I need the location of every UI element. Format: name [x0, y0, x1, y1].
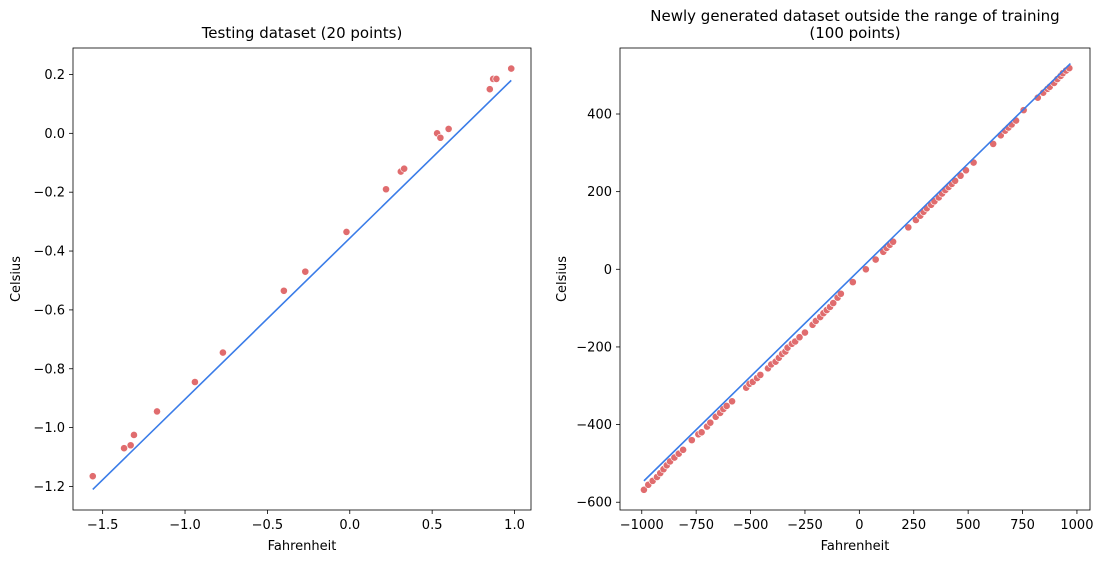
scatter-point: [904, 223, 913, 232]
y-tick-label: −0.6: [33, 303, 65, 318]
scatter-point: [1033, 93, 1042, 102]
y-tick-label: 0: [604, 263, 612, 278]
scatter-point: [301, 267, 310, 276]
scatter-point: [640, 485, 648, 494]
scatter-point: [697, 428, 706, 437]
scatter-point: [191, 378, 199, 386]
scatter-point: [848, 278, 857, 287]
x-tick-label: 1.0: [504, 518, 525, 533]
y-tick-label: −1.2: [33, 480, 65, 495]
plot-area: [619, 47, 1091, 511]
x-tick-label: −500: [733, 518, 769, 533]
x-tick-label: 1000: [1060, 518, 1093, 533]
y-axis-label: Celsius: [9, 256, 24, 302]
scatter-point: [342, 228, 351, 236]
x-tick-label: −750: [678, 518, 714, 533]
scatter-point: [756, 370, 765, 379]
x-tick-label: −1.0: [169, 518, 201, 533]
chart-title: (100 points): [809, 24, 900, 42]
scatter-point: [728, 397, 736, 406]
x-tick-label: 500: [956, 518, 981, 533]
x-axis-label: Fahrenheit: [821, 539, 890, 554]
y-tick-label: −0.4: [33, 245, 65, 260]
chart-title: Testing dataset (20 points): [201, 24, 403, 42]
y-tick-label: −200: [576, 340, 612, 355]
scatter-point: [989, 139, 998, 148]
scatter-point: [679, 445, 688, 454]
scatter-point: [279, 286, 288, 295]
scatter-point: [1012, 116, 1020, 125]
x-tick-label: 0: [855, 518, 863, 533]
scatter-point: [507, 64, 516, 73]
scatter-point: [88, 472, 97, 481]
y-tick-label: −600: [576, 496, 612, 511]
scatter-point: [795, 333, 804, 342]
fit-line: [643, 62, 1071, 482]
scatter-point: [219, 348, 227, 357]
x-tick-label: 0.5: [422, 518, 443, 533]
scatter-point: [444, 125, 453, 133]
scatter-point: [861, 265, 870, 274]
y-tick-label: 200: [587, 185, 612, 200]
scatter-point: [706, 418, 715, 427]
y-tick-label: −1.0: [33, 421, 65, 436]
scatter-point: [400, 164, 409, 173]
y-tick-label: −0.2: [33, 186, 65, 201]
x-tick-label: −1000: [620, 518, 664, 533]
x-tick-label: −250: [787, 518, 823, 533]
fit-line: [92, 79, 512, 490]
y-tick-label: 0.2: [44, 68, 65, 83]
x-tick-label: 250: [901, 518, 926, 533]
chart-title: Newly generated dataset outside the rang…: [650, 7, 1059, 25]
scatter-point: [485, 85, 494, 94]
scatter-point: [153, 407, 161, 416]
chart-panel-1: Testing dataset (20 points) −1.5 −1.0 −0.5 0…: [9, 24, 532, 554]
x-tick-label: 750: [1010, 518, 1035, 533]
chart-panel-2: Newly generated dataset outside the rang…: [555, 7, 1093, 554]
scatter-point: [130, 431, 138, 439]
scatter-point: [126, 441, 135, 450]
scatter-point: [436, 133, 445, 142]
y-tick-label: −400: [576, 418, 612, 433]
x-tick-label: 0.0: [339, 518, 360, 533]
y-tick-label: 0.0: [44, 127, 65, 142]
scatter-point: [836, 289, 845, 298]
scatter-point: [687, 436, 696, 445]
y-tick-label: −0.8: [33, 362, 65, 377]
scatter-point: [829, 299, 838, 307]
scatter-point: [382, 185, 390, 194]
y-axis-label: Celsius: [555, 256, 570, 302]
scatter-point: [722, 402, 731, 410]
x-tick-label: −0.5: [252, 518, 284, 533]
x-axis-label: Fahrenheit: [268, 539, 337, 554]
x-tick-label: −1.5: [87, 518, 119, 533]
y-tick-label: 400: [587, 108, 612, 123]
scatter-point: [801, 328, 809, 337]
scatter-point: [120, 444, 128, 453]
scatter-point: [871, 255, 880, 264]
plot-area: [72, 47, 532, 511]
scatter-point: [492, 74, 501, 83]
